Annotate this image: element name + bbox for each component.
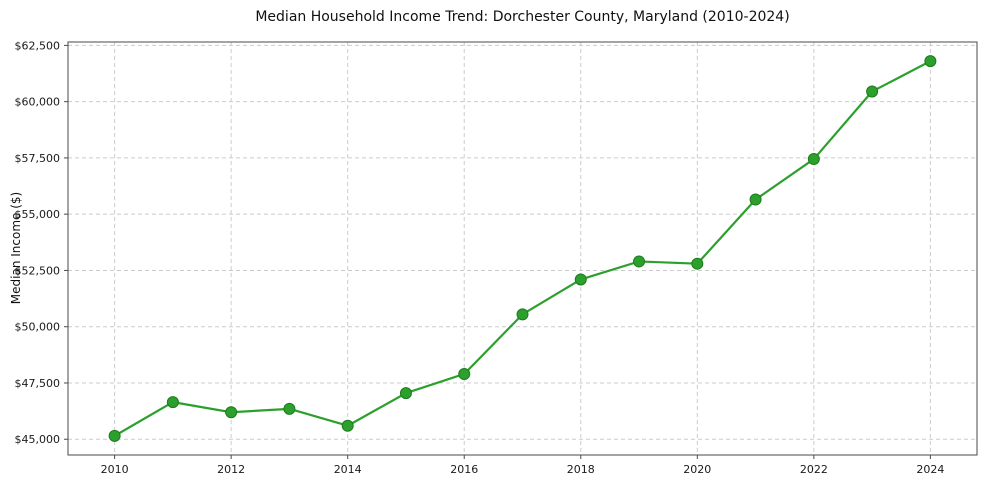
- y-tick-label: $47,500: [15, 377, 61, 390]
- x-tick-label: 2018: [567, 463, 595, 476]
- x-tick-label: 2022: [800, 463, 828, 476]
- x-tick-label: 2014: [334, 463, 362, 476]
- x-tick-label: 2016: [450, 463, 478, 476]
- data-point: [225, 406, 238, 419]
- data-point: [516, 308, 529, 321]
- y-tick-label: $60,000: [15, 96, 61, 109]
- data-point: [866, 85, 879, 98]
- y-tick-label: $62,500: [15, 39, 61, 52]
- plot-border: [67, 41, 978, 456]
- data-point: [283, 402, 296, 415]
- y-tick-label: $55,000: [15, 208, 61, 221]
- data-point: [341, 419, 354, 432]
- y-tick-label: $45,000: [15, 433, 61, 446]
- x-tick-label: 2010: [101, 463, 129, 476]
- y-tick-label: $57,500: [15, 152, 61, 165]
- x-tick-label: 2020: [683, 463, 711, 476]
- data-point: [633, 255, 646, 268]
- y-tick-label: $52,500: [15, 264, 61, 277]
- plot-background: [68, 42, 977, 455]
- data-point: [108, 429, 121, 442]
- data-point: [399, 387, 412, 400]
- data-point: [458, 367, 471, 380]
- x-tick-label: 2012: [217, 463, 245, 476]
- data-point: [924, 55, 937, 68]
- x-tick-label: 2024: [916, 463, 944, 476]
- data-point: [749, 193, 762, 206]
- data-point: [574, 273, 587, 286]
- chart-title: Median Household Income Trend: Dorcheste…: [255, 9, 790, 25]
- data-point: [807, 153, 820, 166]
- data-point: [166, 396, 179, 409]
- y-tick-label: $50,000: [15, 321, 61, 334]
- data-point: [691, 257, 704, 270]
